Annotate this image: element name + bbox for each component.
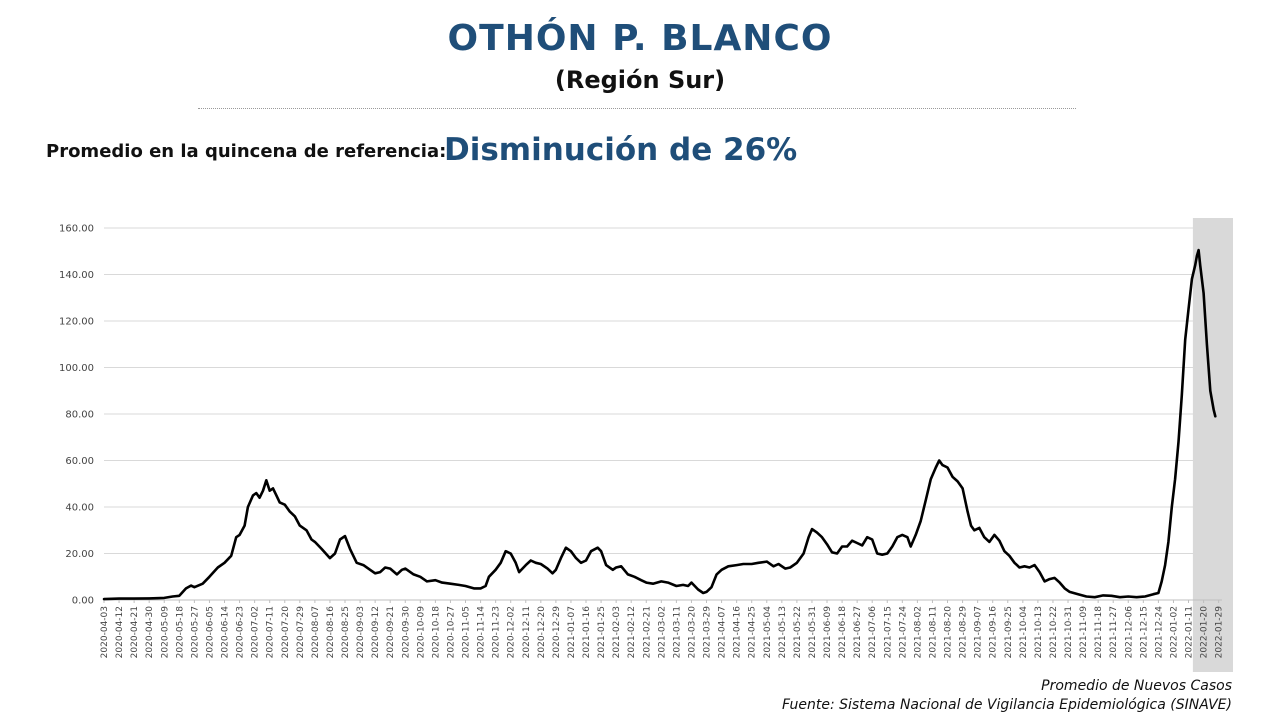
reference-value: Disminución de 26%: [444, 132, 798, 168]
x-tick-label: 2021-08-29: [959, 606, 969, 659]
x-tick-label: 2020-06-05: [205, 606, 215, 658]
x-tick-label: 2021-11-09: [1079, 606, 1089, 659]
x-tick-label: 2020-11-23: [492, 606, 502, 658]
x-tick-label: 2020-05-27: [190, 606, 200, 658]
x-tick-label: 2022-01-11: [1185, 606, 1195, 658]
x-tick-label: 2020-04-03: [100, 606, 110, 658]
x-tick-label: 2021-08-11: [928, 606, 938, 658]
x-tick-label: 2020-11-05: [462, 606, 472, 658]
source-caption: Fuente: Sistema Nacional de Vigilancia E…: [782, 697, 1232, 713]
x-tick-label: 2021-07-06: [868, 606, 878, 659]
x-tick-label: 2020-09-03: [356, 606, 366, 658]
reference-period-highlight: [1192, 218, 1233, 672]
x-tick-label: 2020-06-23: [236, 606, 246, 658]
page-title: OTHÓN P. BLANCO: [447, 18, 833, 59]
x-axis-ticks: 2020-04-03 2020-04-12 2020-04-21 2020-04-30…: [100, 600, 1225, 658]
x-tick-label: 2021-02-12: [627, 606, 637, 658]
x-tick-label: 2021-06-18: [838, 606, 848, 659]
x-tick-label: 2021-12-24: [1154, 606, 1164, 659]
x-tick-label: 2021-08-20: [944, 606, 954, 659]
x-tick-label: 2021-04-07: [718, 606, 728, 658]
x-tick-label: 2021-09-25: [1004, 606, 1014, 658]
series-caption: Promedio de Nuevos Casos: [1041, 678, 1232, 694]
x-tick-label: 2021-11-27: [1109, 606, 1119, 658]
y-tick-label: 20.00: [65, 549, 94, 560]
y-tick-label: 80.00: [65, 410, 94, 421]
x-tick-label: 2021-04-25: [748, 606, 758, 658]
y-tick-label: 40.00: [65, 503, 94, 514]
x-tick-label: 2021-05-22: [793, 606, 803, 658]
y-tick-label: 100.00: [59, 363, 94, 374]
x-tick-label: 2020-04-12: [115, 606, 125, 658]
x-tick-label: 2020-05-18: [175, 606, 185, 659]
x-tick-label: 2020-09-12: [371, 606, 381, 658]
x-tick-label: 2020-12-20: [537, 606, 547, 659]
x-tick-label: 2021-02-21: [642, 606, 652, 658]
x-tick-label: 2021-10-04: [1019, 606, 1029, 659]
x-tick-label: 2021-06-27: [853, 606, 863, 658]
grid-lines: [104, 227, 1222, 554]
x-tick-label: 2021-04-16: [733, 606, 743, 659]
x-tick-label: 2020-12-29: [552, 606, 562, 659]
x-tick-label: 2021-11-18: [1094, 606, 1104, 659]
y-tick-label: 140.00: [59, 270, 94, 281]
x-tick-label: 2020-10-09: [416, 606, 426, 659]
x-tick-label: 2021-01-25: [597, 606, 607, 658]
title-divider: [198, 108, 1076, 109]
x-tick-label: 2021-03-02: [657, 606, 667, 658]
series-line-promedio: [102, 248, 1217, 601]
x-tick-label: 2021-12-06: [1124, 606, 1134, 659]
x-tick-label: 2021-09-07: [974, 606, 984, 658]
x-tick-label: 2020-10-27: [446, 606, 456, 658]
x-tick-label: 2020-06-14: [221, 606, 231, 659]
y-tick-label: 120.00: [59, 317, 94, 328]
x-tick-label: 2020-11-14: [477, 606, 487, 659]
x-tick-label: 2021-01-16: [582, 606, 592, 659]
x-tick-label: 2021-07-15: [883, 606, 893, 658]
x-tick-label: 2022-01-29: [1215, 606, 1225, 659]
x-tick-label: 2020-08-07: [311, 606, 321, 658]
x-tick-label: 2020-07-20: [281, 606, 291, 659]
x-tick-label: 2021-12-15: [1139, 606, 1149, 658]
x-tick-label: 2020-08-25: [341, 606, 351, 658]
x-tick-label: 2020-04-30: [145, 606, 155, 659]
x-tick-label: 2021-02-03: [612, 606, 622, 658]
x-tick-label: 2020-07-02: [251, 606, 261, 658]
x-tick-label: 2021-10-22: [1049, 606, 1059, 658]
x-tick-label: 2021-08-02: [913, 606, 923, 658]
x-tick-label: 2021-05-31: [808, 606, 818, 658]
x-tick-label: 2020-04-21: [130, 606, 140, 658]
x-tick-label: 2020-07-11: [266, 606, 276, 658]
x-tick-label: 2020-07-29: [296, 606, 306, 659]
x-tick-label: 2020-05-09: [160, 606, 170, 659]
x-tick-label: 2021-03-20: [687, 606, 697, 659]
y-tick-label: 60.00: [65, 456, 94, 467]
x-tick-label: 2021-10-13: [1034, 606, 1044, 658]
x-tick-label: 2020-12-11: [522, 606, 532, 658]
x-tick-label: 2021-05-13: [778, 606, 788, 658]
x-tick-label: 2020-12-02: [507, 606, 517, 658]
x-tick-label: 2021-09-16: [989, 606, 999, 659]
x-tick-label: 2021-10-31: [1064, 606, 1074, 658]
x-tick-label: 2021-03-29: [703, 606, 713, 659]
x-tick-label: 2021-03-11: [672, 606, 682, 658]
x-tick-label: 2022-01-20: [1200, 606, 1210, 659]
x-tick-label: 2020-08-16: [326, 606, 336, 659]
x-tick-label: 2020-09-30: [401, 606, 411, 659]
x-tick-label: 2021-06-09: [823, 606, 833, 659]
x-tick-label: 2021-01-07: [567, 606, 577, 658]
x-tick-label: 2021-05-04: [763, 606, 773, 659]
y-tick-label: 160.00: [59, 224, 94, 235]
y-axis-ticks: 0.00 20.00 40.00 60.00 80.00 100.00 120.00 140.…: [59, 224, 94, 607]
x-tick-label: 2020-09-21: [386, 606, 396, 658]
y-tick-label: 0.00: [72, 596, 94, 607]
x-tick-label: 2022-01-02: [1169, 606, 1179, 658]
x-tick-label: 2020-10-18: [431, 606, 441, 659]
page-subtitle: (Región Sur): [554, 66, 726, 94]
x-tick-label: 2021-07-24: [898, 606, 908, 659]
reference-label: Promedio en la quincena de referencia:: [46, 141, 447, 162]
